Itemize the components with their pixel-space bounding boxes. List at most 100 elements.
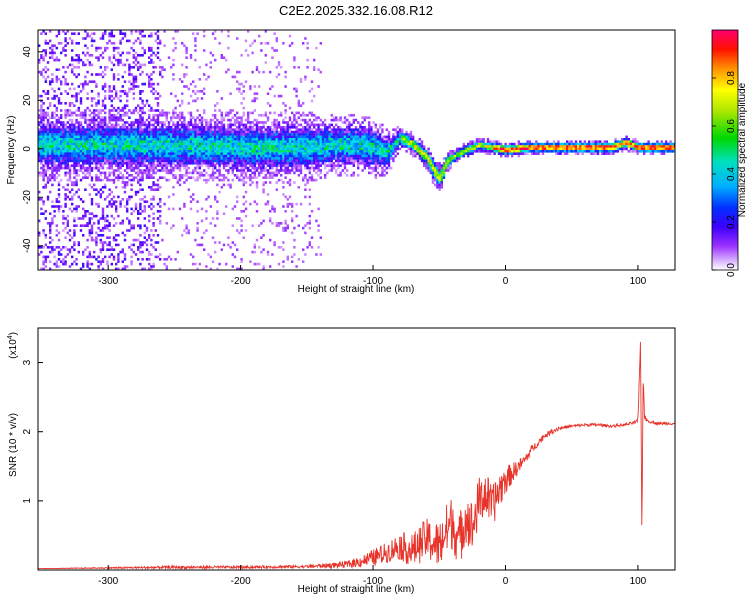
heatmap-cell [40, 174, 43, 177]
heatmap-cell [352, 135, 355, 139]
heatmap-cell [304, 126, 307, 129]
heatmap-cell [306, 126, 309, 129]
heatmap-cell [337, 157, 340, 160]
heatmap-cell [209, 123, 212, 127]
heatmap-cell [46, 118, 50, 122]
heatmap-cell [354, 130, 358, 134]
heatmap-cell [95, 118, 98, 122]
heatmap-cell [134, 138, 138, 141]
heatmap-cell [104, 49, 107, 52]
heatmap-cell [368, 133, 371, 136]
heatmap-cell [93, 250, 96, 254]
heatmap-cell [44, 147, 47, 151]
heatmap-cell [112, 123, 116, 127]
heatmap-cell [330, 114, 333, 117]
heatmap-cell [126, 198, 129, 201]
heatmap-cell [38, 61, 41, 64]
heatmap-cell [82, 171, 85, 175]
heatmap-cell [255, 121, 259, 124]
heatmap-cell [238, 138, 241, 141]
heatmap-cell [218, 169, 221, 172]
heatmap-cell [145, 152, 149, 155]
heatmap-cell [128, 222, 131, 225]
heatmap-cell [53, 154, 56, 158]
heatmap-cell [110, 150, 113, 153]
heatmap-cell [119, 140, 122, 143]
heatmap-cell [255, 145, 259, 148]
heatmap-cell [310, 154, 314, 158]
heatmap-cell [187, 150, 190, 153]
heatmap-cell [137, 54, 140, 57]
heatmap-cell [266, 118, 270, 122]
heatmap-cell [273, 135, 276, 139]
heatmap-cell [170, 126, 173, 129]
heatmap-cell [233, 150, 237, 153]
heatmap-cell [181, 142, 184, 146]
heatmap-cell [310, 246, 314, 249]
heatmap-cell [363, 150, 366, 153]
heatmap-cell [95, 133, 98, 136]
heatmap-cell [255, 154, 259, 158]
heatmap-cell [112, 138, 116, 141]
heatmap-cell [112, 162, 116, 165]
heatmap-cell [117, 164, 120, 167]
heatmap-cell [57, 210, 61, 213]
heatmap-cell [64, 82, 67, 86]
heatmap-cell [139, 162, 142, 165]
heatmap-cell [220, 111, 223, 115]
heatmap-cell [244, 138, 248, 141]
heatmap-cell [293, 130, 296, 134]
heatmap-cell [68, 178, 72, 182]
heatmap-cell [216, 169, 219, 172]
heatmap-cell [258, 171, 261, 175]
heatmap-cell [284, 152, 287, 155]
heatmap-cell [222, 164, 226, 167]
heatmap-cell [68, 142, 72, 146]
heatmap-cell [134, 152, 138, 155]
heatmap-cell [84, 212, 87, 215]
heatmap-cell [123, 190, 127, 194]
heatmap-cell [130, 255, 133, 259]
heatmap-cell [121, 51, 124, 55]
heatmap-cell [286, 198, 289, 201]
heatmap-cell [189, 200, 193, 203]
heatmap-cell [200, 123, 204, 127]
heatmap-cell [310, 166, 314, 170]
heatmap-cell [167, 178, 171, 182]
heatmap-cell [293, 118, 296, 122]
heatmap-cell [123, 162, 127, 165]
heatmap-cell [198, 145, 201, 148]
heatmap-cell [49, 229, 52, 232]
heatmap-cell [134, 166, 138, 170]
heatmap-cell [189, 253, 193, 256]
heatmap-cell [359, 135, 362, 139]
heatmap-cell [73, 145, 76, 148]
heatmap-cell [187, 159, 190, 163]
heatmap-cell [161, 138, 164, 141]
heatmap-cell [196, 229, 199, 232]
heatmap-cell [156, 157, 160, 160]
heatmap-cell [308, 214, 311, 218]
heatmap-cell [293, 171, 296, 175]
heatmap-cell [108, 133, 111, 136]
heatmap-cell [132, 154, 135, 158]
heatmap-cell [71, 147, 74, 151]
heatmap-cell [77, 138, 80, 141]
heatmap-cell [198, 78, 201, 81]
heatmap-cell [352, 147, 355, 151]
heatmap-cell [49, 30, 52, 33]
heatmap-cell [112, 178, 116, 182]
heatmap-cell [214, 133, 217, 136]
heatmap-cell [108, 142, 111, 146]
heatmap-cell [108, 152, 111, 155]
heatmap-cell [183, 164, 186, 167]
heatmap-cell [152, 217, 155, 220]
heatmap-cell [40, 157, 43, 160]
heatmap-cell [242, 111, 245, 115]
heatmap-cell [328, 147, 331, 151]
heatmap-cell [110, 166, 113, 170]
heatmap-cell [332, 135, 336, 139]
heatmap-cell [264, 145, 267, 148]
heatmap-cell [185, 162, 188, 165]
heatmap-cell [185, 226, 188, 230]
